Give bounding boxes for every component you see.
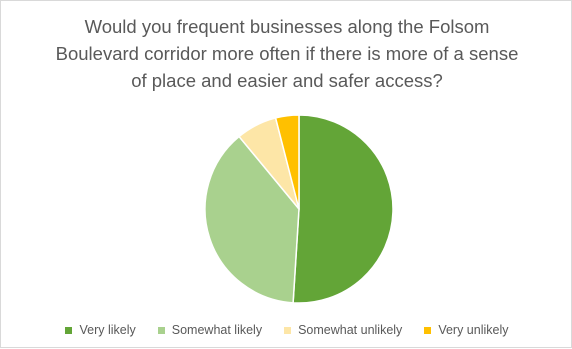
legend-item-very-unlikely: Very unlikely (424, 323, 509, 337)
legend-item-somewhat-likely: Somewhat likely (157, 323, 263, 337)
legend-swatch-very-unlikely (424, 326, 432, 334)
chart-title-line-2: Boulevard corridor more often if there i… (55, 43, 519, 64)
pie-slice-somewhat-likely (204, 135, 300, 304)
legend-label-somewhat-likely: Somewhat likely (171, 323, 263, 337)
legend-label-somewhat-unlikely: Somewhat unlikely (298, 323, 403, 337)
pie-slice-very-unlikely (274, 114, 300, 210)
legend-item-very-likely: Very likely (65, 323, 136, 337)
legend-label-very-unlikely: Very unlikely (438, 323, 509, 337)
legend-swatch-somewhat-likely (157, 326, 165, 334)
legend-label-very-likely: Very likely (79, 323, 136, 337)
legend-swatch-very-likely (65, 326, 73, 334)
legend: Very likely Somewhat likely Somewhat unl… (1, 323, 572, 337)
pie-slice-very-likely (292, 114, 394, 304)
legend-item-somewhat-unlikely: Somewhat unlikely (284, 323, 402, 337)
chart-title-line-3: of place and easier and safer access? (131, 70, 443, 91)
legend-swatch-somewhat-unlikely (284, 326, 292, 334)
chart-title-line-1: Would you frequent businesses along the … (84, 16, 490, 37)
chart-title: Would you frequent businesses along the … (41, 13, 533, 94)
